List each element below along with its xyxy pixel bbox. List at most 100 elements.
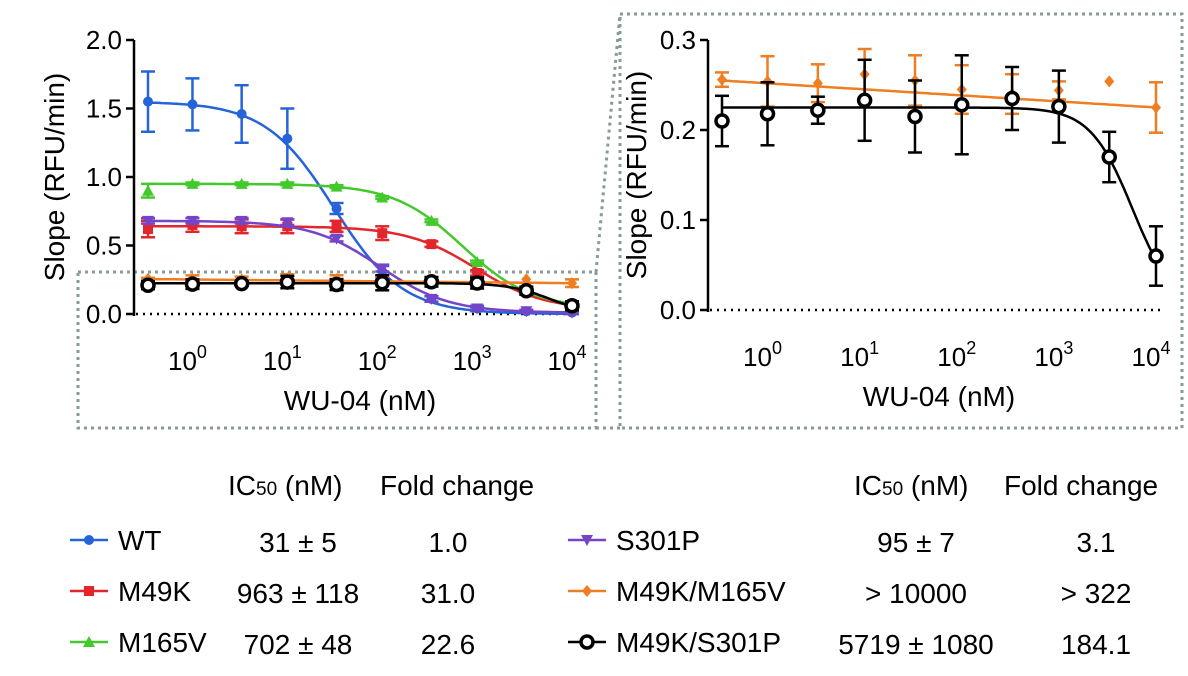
x-tick-exponent: 2 bbox=[966, 338, 976, 358]
data-point bbox=[717, 73, 727, 86]
data-point bbox=[281, 217, 294, 229]
ic50-value: 963 ± 118 bbox=[237, 578, 359, 609]
point-marker bbox=[426, 239, 437, 250]
zoom-indicator bbox=[76, 12, 1184, 430]
x-tick-base: 10 bbox=[358, 346, 387, 376]
x-tick-label: 100 bbox=[168, 342, 207, 376]
data-point bbox=[564, 298, 580, 314]
fold-change-value: 3.1 bbox=[1077, 527, 1116, 558]
data-point bbox=[377, 228, 388, 239]
point-marker bbox=[236, 108, 247, 119]
x-tick-base: 10 bbox=[1132, 342, 1161, 372]
point-marker bbox=[521, 273, 532, 286]
point-marker bbox=[186, 215, 199, 227]
x-tick-exponent: 0 bbox=[772, 338, 782, 358]
data-point bbox=[810, 102, 826, 118]
point-marker bbox=[142, 184, 154, 196]
data-point bbox=[376, 191, 389, 203]
point-marker bbox=[472, 267, 483, 278]
y-tick-label: 0.3 bbox=[660, 25, 696, 55]
series-m49k-m165v bbox=[715, 47, 1163, 134]
point-marker bbox=[235, 177, 248, 189]
y-tick-label: 0.0 bbox=[86, 299, 122, 329]
point-marker bbox=[423, 274, 440, 290]
data-point bbox=[1148, 248, 1164, 264]
data-point bbox=[1151, 101, 1161, 114]
point-marker bbox=[184, 276, 201, 292]
data-point bbox=[235, 177, 248, 189]
x-tick-base: 10 bbox=[263, 346, 292, 376]
x-tick-label: 102 bbox=[937, 338, 976, 372]
point-marker bbox=[1148, 248, 1164, 264]
fold-change-value: 31.0 bbox=[421, 578, 476, 609]
fit-curve bbox=[147, 101, 572, 316]
fit-curve bbox=[148, 182, 573, 305]
series-m49k-s301p bbox=[140, 273, 580, 314]
legend-row-m49k-s301p: M49K/S301P 5719 ± 1080 184.1 bbox=[568, 627, 1131, 660]
x-tick-exponent: 0 bbox=[197, 342, 207, 362]
y-tick-label: 0.0 bbox=[660, 295, 696, 325]
x-tick-label: 103 bbox=[453, 342, 492, 376]
point-marker bbox=[187, 99, 198, 110]
point-marker bbox=[518, 282, 535, 299]
data-point bbox=[142, 215, 154, 227]
point-marker bbox=[328, 276, 345, 293]
data-point bbox=[426, 239, 437, 250]
data-point bbox=[142, 184, 154, 196]
data-point bbox=[233, 275, 250, 292]
fold-change-value: 184.1 bbox=[1061, 629, 1131, 660]
x-tick-base: 10 bbox=[548, 346, 577, 376]
fit-curve bbox=[148, 281, 573, 308]
y-tick-label: 0.1 bbox=[660, 205, 696, 235]
x-tick-base: 10 bbox=[1034, 342, 1063, 372]
y-tick-label: 1.0 bbox=[86, 162, 122, 192]
data-point bbox=[281, 177, 294, 189]
ic50-value: 5719 ± 1080 bbox=[838, 629, 994, 660]
data-point bbox=[714, 113, 730, 129]
point-marker bbox=[143, 224, 153, 235]
point-marker bbox=[282, 133, 293, 144]
series-m49k-s301p bbox=[714, 54, 1164, 287]
point-marker bbox=[582, 585, 592, 597]
point-marker bbox=[469, 275, 485, 291]
x-tick-base: 10 bbox=[453, 346, 482, 376]
legend-name: M49K/S301P bbox=[616, 627, 781, 658]
point-marker bbox=[717, 73, 727, 86]
legend-row-wt: WT 31 ± 5 1.0 bbox=[70, 525, 467, 558]
x-tick-base: 10 bbox=[168, 346, 197, 376]
point-marker bbox=[1051, 98, 1067, 115]
fit-curve bbox=[147, 219, 572, 314]
x-tick-label: 104 bbox=[548, 342, 587, 376]
data-point bbox=[518, 282, 535, 299]
data-point bbox=[472, 267, 483, 278]
data-point bbox=[521, 273, 532, 286]
data-point bbox=[579, 634, 595, 650]
legend-row-m165v: M165V 702 ± 48 22.6 bbox=[70, 627, 475, 660]
data-point bbox=[83, 636, 95, 647]
data-point bbox=[84, 586, 94, 596]
left-fold-header: Fold change bbox=[380, 470, 534, 501]
point-marker bbox=[186, 177, 199, 189]
y-tick-label: 0.5 bbox=[86, 231, 122, 261]
data-point bbox=[423, 274, 440, 290]
point-marker bbox=[84, 535, 94, 545]
x-tick-exponent: 2 bbox=[387, 342, 397, 362]
point-marker bbox=[281, 177, 294, 189]
data-point bbox=[856, 92, 873, 109]
legend-name: S301P bbox=[616, 525, 700, 556]
fit-curve bbox=[722, 106, 1158, 261]
x-tick-base: 10 bbox=[743, 342, 772, 372]
data-point bbox=[331, 221, 342, 232]
ic50-value: 31 ± 5 bbox=[259, 527, 337, 558]
x-tick-label: 101 bbox=[840, 338, 879, 372]
x-tick-label: 100 bbox=[743, 338, 782, 372]
y-tick-label: 0.2 bbox=[660, 115, 696, 145]
point-marker bbox=[140, 277, 156, 293]
point-marker bbox=[714, 113, 730, 129]
legend-name: M165V bbox=[118, 627, 207, 658]
point-marker bbox=[471, 255, 484, 267]
zoom-region-box bbox=[76, 270, 598, 430]
data-point bbox=[520, 306, 533, 318]
